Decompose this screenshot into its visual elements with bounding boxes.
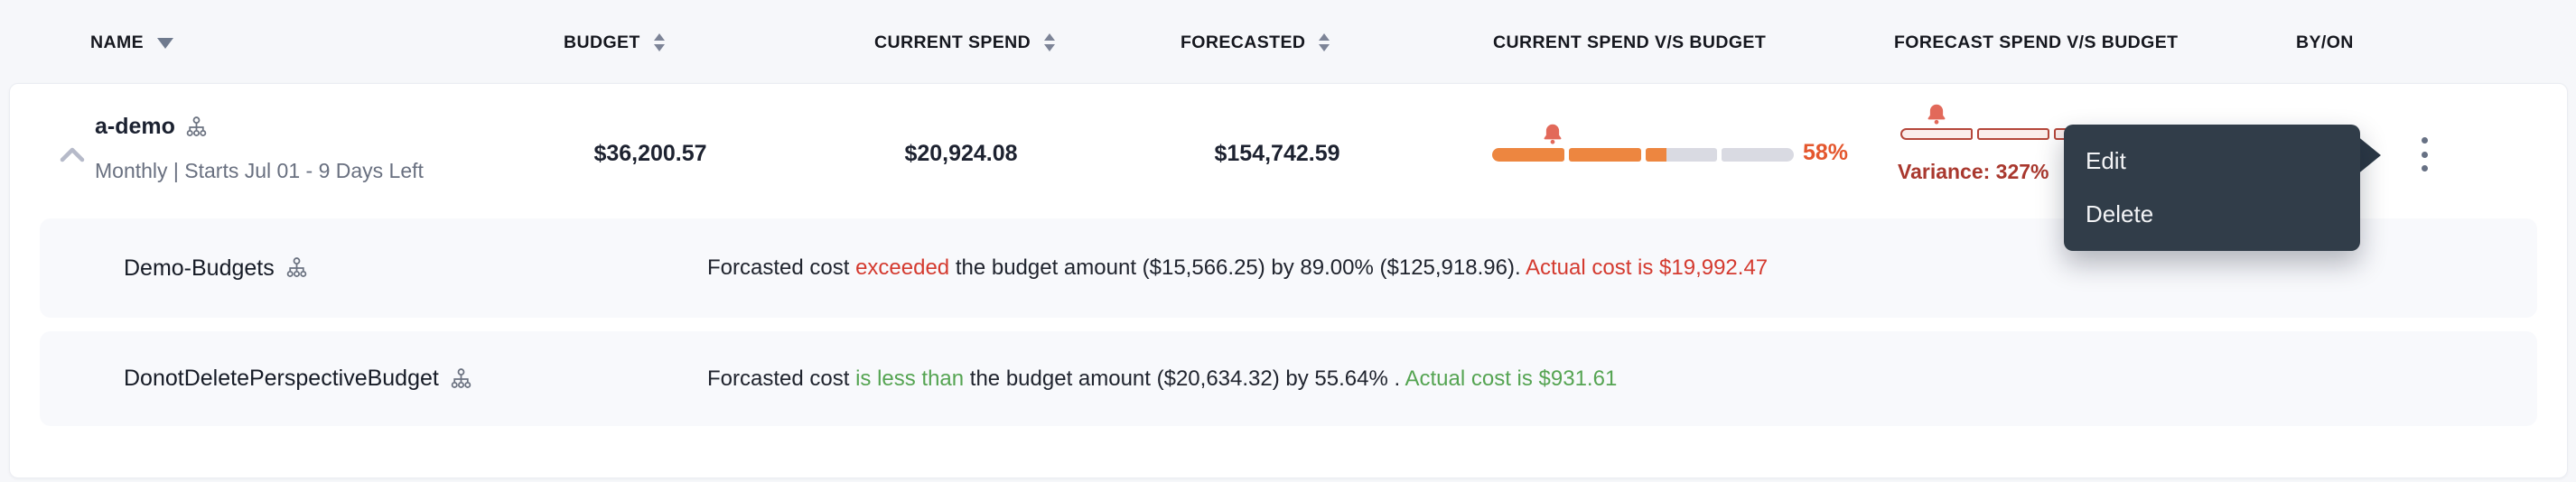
message-status: is less than xyxy=(855,366,965,391)
sub-budget-name-line[interactable]: DonotDeletePerspectiveBudget xyxy=(124,366,472,392)
message-prefix: Forcasted cost xyxy=(707,255,856,280)
bar-segment-filled xyxy=(1568,148,1641,162)
column-header-label: CURRENT SPEND V/S BUDGET xyxy=(1493,32,1767,52)
column-header-label: NAME xyxy=(90,32,145,52)
context-menu-arrow xyxy=(2357,135,2381,175)
forecasted-amount: $154,742.59 xyxy=(1214,141,1340,166)
alert-bell-icon xyxy=(1544,124,1562,144)
forecast-variance-label: Variance: 327% xyxy=(1898,160,2049,183)
sub-budget-row[interactable]: DonotDeletePerspectiveBudget Forcasted c… xyxy=(40,331,2537,426)
column-header-label: CURRENT SPEND xyxy=(874,32,1031,52)
sort-icon[interactable] xyxy=(1319,33,1330,51)
column-header-label: FORECASTED xyxy=(1181,32,1306,52)
current-vs-budget-percent: 58% xyxy=(1803,140,1849,165)
sort-icon[interactable] xyxy=(1044,33,1056,51)
column-header-label: BUDGET xyxy=(564,32,640,52)
column-header-label: BY/ON xyxy=(2296,32,2354,52)
column-header-current-spend[interactable]: CURRENT SPEND xyxy=(874,31,1056,54)
bar-segment-empty xyxy=(1722,148,1794,162)
alert-bell-icon xyxy=(1927,104,1946,125)
hierarchy-icon xyxy=(451,367,471,388)
column-header-label: FORECAST SPEND V/S BUDGET xyxy=(1894,32,2179,52)
forecast-bar-segment xyxy=(1900,128,1973,140)
column-header-by-on: BY/ON xyxy=(2296,31,2354,54)
current-spend-amount: $20,924.08 xyxy=(904,141,1018,166)
bar-segment-partial xyxy=(1645,148,1718,162)
budget-amount: $36,200.57 xyxy=(593,141,707,166)
menu-item-edit[interactable]: Edit xyxy=(2086,147,2126,174)
hierarchy-icon xyxy=(186,116,207,136)
context-menu: Edit Delete xyxy=(2064,125,2360,251)
forecast-message: Forcasted cost is less than the budget a… xyxy=(707,366,1617,392)
message-middle: the budget amount ($20,634.32) by 55.64%… xyxy=(964,366,1405,391)
sub-budget-name[interactable]: Demo-Budgets xyxy=(124,255,275,281)
bar-segment-filled xyxy=(1492,148,1564,162)
budget-name[interactable]: a-demo xyxy=(95,114,175,139)
budget-schedule: Monthly | Starts Jul 01 - 9 Days Left xyxy=(95,159,424,182)
budget-name-line[interactable]: a-demo xyxy=(95,114,208,140)
sort-down-triangle-icon[interactable] xyxy=(157,38,174,49)
message-status: exceeded xyxy=(855,255,950,280)
bar-partial-fill xyxy=(1645,148,1667,162)
sub-budget-name-line[interactable]: Demo-Budgets xyxy=(124,255,308,282)
message-middle: the budget amount ($15,566.25) by 89.00%… xyxy=(949,255,1526,280)
column-header-budget[interactable]: BUDGET xyxy=(564,31,665,54)
current-vs-budget-bar xyxy=(1492,124,1794,162)
message-actual-cost: Actual cost is $931.61 xyxy=(1405,366,1618,391)
forecast-bar-segment xyxy=(1976,128,2049,140)
column-header-current-vs-budget: CURRENT SPEND V/S BUDGET xyxy=(1493,31,1766,54)
message-actual-cost: Actual cost is $19,992.47 xyxy=(1525,255,1769,280)
sort-icon[interactable] xyxy=(653,33,665,51)
row-actions-kebab-icon[interactable] xyxy=(2413,135,2435,173)
sub-budget-name[interactable]: DonotDeletePerspectiveBudget xyxy=(124,366,439,391)
message-prefix: Forcasted cost xyxy=(707,366,856,391)
collapse-row-chevron-up-icon[interactable] xyxy=(57,144,88,165)
hierarchy-icon xyxy=(286,257,307,277)
menu-item-delete[interactable]: Delete xyxy=(2086,200,2154,227)
column-header-forecast-vs-budget: FORECAST SPEND V/S BUDGET xyxy=(1894,31,2178,54)
column-header-forecasted[interactable]: FORECASTED xyxy=(1181,31,1330,54)
column-header-name[interactable]: NAME xyxy=(90,31,174,54)
forecast-message: Forcasted cost exceeded the budget amoun… xyxy=(707,255,1768,281)
